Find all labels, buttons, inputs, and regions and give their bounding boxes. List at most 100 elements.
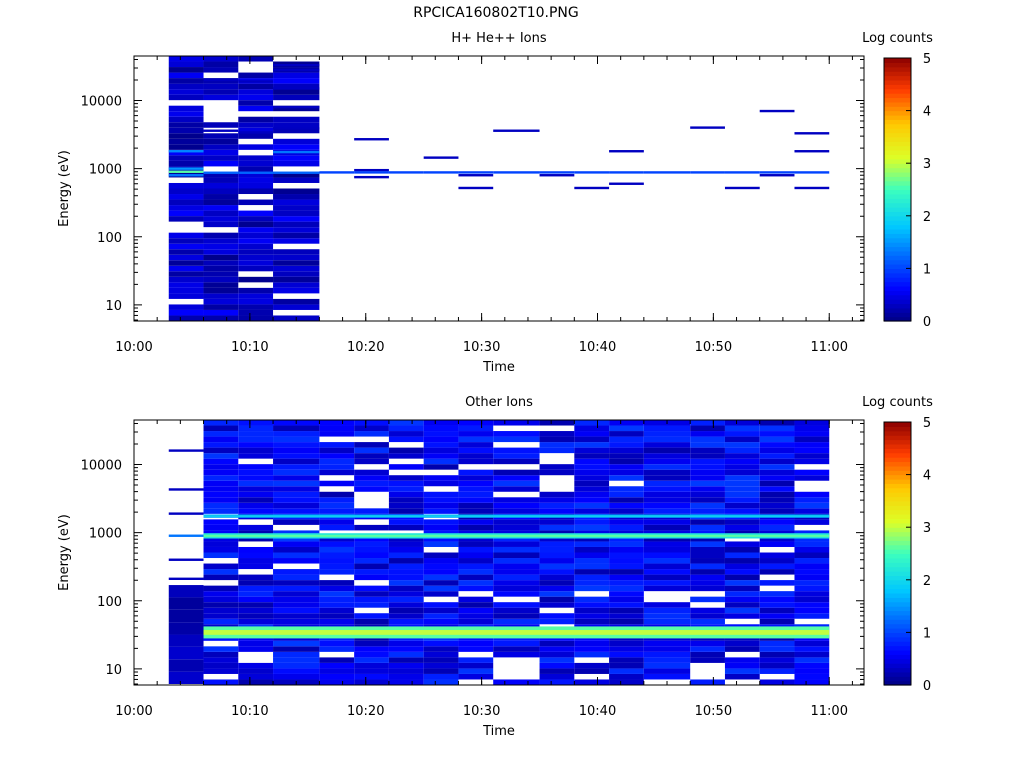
heatmap-line xyxy=(273,171,320,174)
heatmap-cell xyxy=(354,585,389,592)
heatmap-cell xyxy=(354,679,389,685)
heatmap-cell xyxy=(168,89,204,95)
heatmap-cell xyxy=(724,497,760,503)
x-axis-label: Time xyxy=(482,360,515,375)
heatmap-cell xyxy=(273,89,320,95)
heatmap-cell xyxy=(319,602,355,608)
heatmap-cell xyxy=(643,486,691,492)
colorbar-segment xyxy=(884,62,911,68)
heatmap-cell xyxy=(759,569,795,575)
heatmap-line xyxy=(238,131,274,134)
heatmap-cell xyxy=(574,607,610,614)
heatmap-cell xyxy=(319,453,355,459)
x-tick-label: 11:00 xyxy=(811,704,848,719)
heatmap-cell xyxy=(759,535,795,542)
heatmap-line xyxy=(794,132,830,135)
heatmap-cell xyxy=(759,607,795,614)
heatmap-cell xyxy=(388,535,424,542)
heatmap-cell xyxy=(643,574,691,581)
heatmap-cell xyxy=(354,602,389,608)
heatmap-cell xyxy=(319,673,355,680)
heatmap-cell xyxy=(574,469,610,476)
heatmap-cell xyxy=(238,221,274,228)
heatmap-cell xyxy=(238,166,274,172)
heatmap-cell xyxy=(643,491,691,498)
heatmap-cell xyxy=(539,431,575,437)
heatmap-cell xyxy=(203,232,239,239)
heatmap-cell xyxy=(493,530,540,536)
heatmap-cell xyxy=(423,497,459,503)
colorbar-segment xyxy=(884,285,911,291)
heatmap-cell xyxy=(354,552,389,559)
colorbar-segment xyxy=(884,171,911,177)
heatmap-cell xyxy=(238,216,274,222)
heatmap-cell xyxy=(609,486,644,492)
heatmap-cell xyxy=(168,56,204,62)
heatmap-cell xyxy=(238,668,274,674)
heatmap-cell xyxy=(354,480,389,487)
heatmap-line xyxy=(319,171,355,174)
heatmap-cell xyxy=(574,569,610,575)
heatmap-cell xyxy=(203,546,239,553)
heatmap-cell xyxy=(458,613,494,619)
heatmap-cell xyxy=(168,67,204,73)
colorbar-segment xyxy=(884,649,911,655)
heatmap-cell xyxy=(319,480,355,487)
heatmap-cell xyxy=(493,541,540,547)
heatmap-cell xyxy=(388,491,424,498)
heatmap-cell xyxy=(574,464,610,470)
heatmap-cell xyxy=(273,298,320,305)
heatmap-cell xyxy=(724,546,760,553)
colorbar-segment xyxy=(884,676,911,682)
heatmap-cell xyxy=(388,679,424,685)
colorbar-segment xyxy=(884,527,911,533)
colorbar-segment xyxy=(884,123,911,129)
heatmap-cell xyxy=(238,480,274,487)
colorbar-segment xyxy=(884,601,911,607)
heatmap-cell xyxy=(203,569,239,575)
heatmap-cell xyxy=(759,618,795,625)
heatmap-cell xyxy=(319,613,355,619)
colorbar-segment xyxy=(884,259,911,265)
heatmap-cell xyxy=(690,480,725,487)
heatmap-cell xyxy=(423,541,459,547)
heatmap-cell xyxy=(203,524,239,531)
heatmap-cell xyxy=(319,607,355,614)
heatmap-cell xyxy=(458,569,494,575)
heatmap-cell xyxy=(759,552,795,559)
heatmap-cell xyxy=(794,668,830,674)
heatmap-cell xyxy=(388,464,424,470)
colorbar-segment xyxy=(884,571,911,577)
heatmap-cell xyxy=(724,607,760,614)
heatmap-cell xyxy=(643,668,691,674)
colorbar: 0 1 2 3 4 5 Log counts xyxy=(862,31,933,330)
heatmap-cell xyxy=(690,530,725,536)
heatmap-cell xyxy=(759,447,795,454)
colorbar-segment xyxy=(884,84,911,90)
heatmap-line xyxy=(168,449,204,452)
heatmap-cell xyxy=(273,205,320,211)
heatmap-cell xyxy=(273,535,320,542)
heatmap-cell xyxy=(759,431,795,437)
colorbar-segment xyxy=(884,457,911,463)
colorbar-segment xyxy=(884,132,911,138)
heatmap-cell xyxy=(423,673,459,680)
heatmap-cell xyxy=(724,464,760,470)
heatmap-cell xyxy=(458,602,494,608)
heatmap-cell xyxy=(794,662,830,669)
heatmap-cell xyxy=(238,546,274,553)
heatmap-line xyxy=(388,171,424,174)
heatmap-cell xyxy=(354,541,389,547)
heatmap-cell xyxy=(238,558,274,564)
colorbar-segment xyxy=(884,422,911,427)
heatmap-cell xyxy=(203,265,239,272)
heatmap-cell xyxy=(273,447,320,454)
heatmap-cell xyxy=(724,524,760,531)
heatmap-cell xyxy=(458,447,494,454)
heatmap-cell xyxy=(423,646,459,652)
heatmap-cell xyxy=(794,651,830,658)
y-axis-label: Energy (eV) xyxy=(57,514,72,591)
heatmap-cell xyxy=(238,640,274,647)
heatmap-cell xyxy=(724,563,760,570)
heatmap-cell xyxy=(273,657,320,663)
